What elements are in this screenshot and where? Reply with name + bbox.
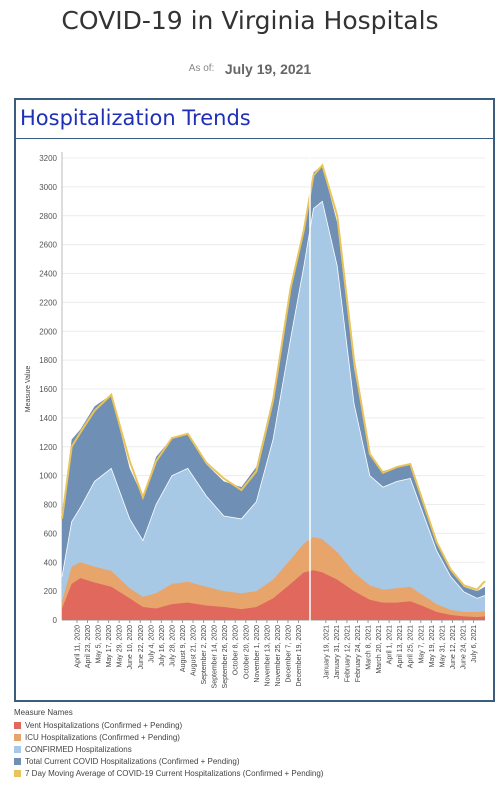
y-tick-label: 400	[44, 558, 58, 567]
moving-average-line	[61, 163, 486, 591]
legend-swatch	[14, 722, 21, 730]
x-tick-label: September 14, 2020	[212, 625, 219, 689]
x-tick-label: October 20, 2020	[243, 625, 250, 679]
x-tick-label: July 28, 2020	[169, 625, 176, 667]
legend-label: ICU Hospitalizations (Confirmed + Pendin…	[25, 733, 180, 742]
y-tick-label: 2600	[39, 241, 57, 250]
legend-swatch	[14, 734, 21, 742]
legend-items: Vent Hospitalizations (Confirmed + Pendi…	[14, 720, 494, 780]
x-tick-label: October 8, 2020	[233, 625, 240, 675]
as-of-date: July 19, 2021	[224, 60, 312, 77]
x-tick-label: April 25, 2021	[408, 625, 415, 668]
legend-swatch	[14, 758, 21, 766]
x-tick-label: July 16, 2020	[159, 625, 166, 667]
x-tick-label: May 29, 2020	[117, 625, 124, 668]
x-tick-label: August 21, 2020	[191, 625, 198, 676]
page-title: COVID-19 in Virginia Hospitals	[61, 6, 439, 35]
x-tick-label: May 17, 2020	[106, 625, 113, 668]
panel-title: Hospitalization Trends	[20, 106, 251, 130]
y-tick-label: 1200	[39, 443, 57, 452]
y-tick-label: 3000	[39, 183, 57, 192]
legend-item[interactable]: CONFIRMED Hospitalizations	[14, 744, 494, 756]
x-tick-label: November 13, 2020	[264, 625, 271, 687]
x-tick-label: June 12, 2021	[450, 625, 457, 669]
x-tick-label: August 9, 2020	[180, 625, 187, 672]
y-tick-label: 600	[44, 529, 58, 538]
panel-title-divider	[16, 138, 493, 139]
y-tick-label: 2400	[39, 270, 57, 279]
as-of-label: As of:	[188, 63, 215, 75]
x-tick-label: April 23, 2020	[85, 625, 92, 668]
x-tick-label: January 31, 2021	[334, 625, 341, 679]
x-tick-label: February 24, 2021	[355, 625, 362, 682]
x-tick-label: July 4, 2020	[148, 625, 155, 663]
y-tick-label: 1600	[39, 385, 57, 394]
y-tick-label: 2200	[39, 298, 57, 307]
y-tick-label: 1800	[39, 356, 57, 365]
legend-label: Vent Hospitalizations (Confirmed + Pendi…	[25, 721, 183, 730]
y-tick-label: 1400	[39, 414, 57, 423]
hospitalization-chart[interactable]: 0 200 400 600 800 1000 1200 1400 1600 1800 2000 220…	[16, 100, 493, 700]
x-tick-label: June 10, 2020	[127, 625, 134, 669]
x-tick-label: June 24, 2021	[461, 625, 468, 669]
y-tick-label: 200	[44, 587, 58, 596]
legend-swatch	[14, 746, 21, 754]
x-tick-label: November 1, 2020	[254, 625, 261, 683]
area-series-2	[62, 201, 485, 620]
x-tick-label: September 2, 2020	[201, 625, 208, 685]
legend-label: Total Current COVID Hospitalizations (Co…	[25, 757, 240, 766]
y-tick-label: 1000	[39, 472, 57, 481]
hospitalization-trends-panel: Hospitalization Trends 0 200 400 600 800 1000…	[14, 98, 495, 702]
x-tick-label: June 22, 2020	[138, 625, 145, 669]
x-tick-label: May 5, 2020	[96, 625, 103, 664]
y-tick-label: 2000	[39, 327, 57, 336]
legend-label: CONFIRMED Hospitalizations	[25, 745, 132, 754]
x-tick-label: December 7, 2020	[286, 625, 293, 683]
legend-item[interactable]: Vent Hospitalizations (Confirmed + Pendi…	[14, 720, 494, 732]
legend-item[interactable]: 7 Day Moving Average of COVID-19 Current…	[14, 768, 494, 780]
as-of-row: As of: July 19, 2021	[0, 60, 500, 78]
x-tick-label: May 31, 2021	[439, 625, 446, 668]
y-tick-label: 800	[44, 501, 58, 510]
y-tick-label: 3200	[39, 154, 57, 163]
x-tick-label: December 19, 2020	[296, 625, 303, 687]
x-tick-label: July 6, 2021	[471, 625, 478, 663]
area-series-1	[62, 536, 485, 620]
x-tick-label: September 26, 2020	[222, 625, 229, 689]
x-tick-label: April 1, 2021	[387, 625, 394, 664]
legend-item[interactable]: ICU Hospitalizations (Confirmed + Pendin…	[14, 732, 494, 744]
x-tick-label: May 7, 2021	[418, 625, 425, 664]
y-tick-label: 2800	[39, 212, 57, 221]
confirmed-edge-line	[61, 200, 486, 599]
legend-title: Measure Names	[14, 708, 73, 717]
area-series-0	[62, 570, 485, 620]
x-tick-label: January 19, 2021	[323, 625, 330, 679]
x-tick-label: April 13, 2021	[397, 625, 404, 668]
legend: Measure Names Vent Hospitalizations (Con…	[14, 708, 494, 780]
x-tick-label: May 19, 2021	[429, 625, 436, 668]
x-tick-label: February 12, 2021	[344, 625, 351, 682]
x-tick-label: March 8, 2021	[366, 625, 373, 670]
legend-swatch	[14, 770, 21, 778]
x-tick-label: November 25, 2020	[275, 625, 282, 687]
x-tick-label: April 11, 2020	[74, 625, 81, 668]
y-tick-label: 0	[53, 616, 58, 625]
legend-item[interactable]: Total Current COVID Hospitalizations (Co…	[14, 756, 494, 768]
x-tick-label: March 20, 2021	[376, 625, 383, 674]
legend-label: 7 Day Moving Average of COVID-19 Current…	[25, 769, 324, 778]
y-axis-label: Measure Value	[25, 366, 32, 413]
